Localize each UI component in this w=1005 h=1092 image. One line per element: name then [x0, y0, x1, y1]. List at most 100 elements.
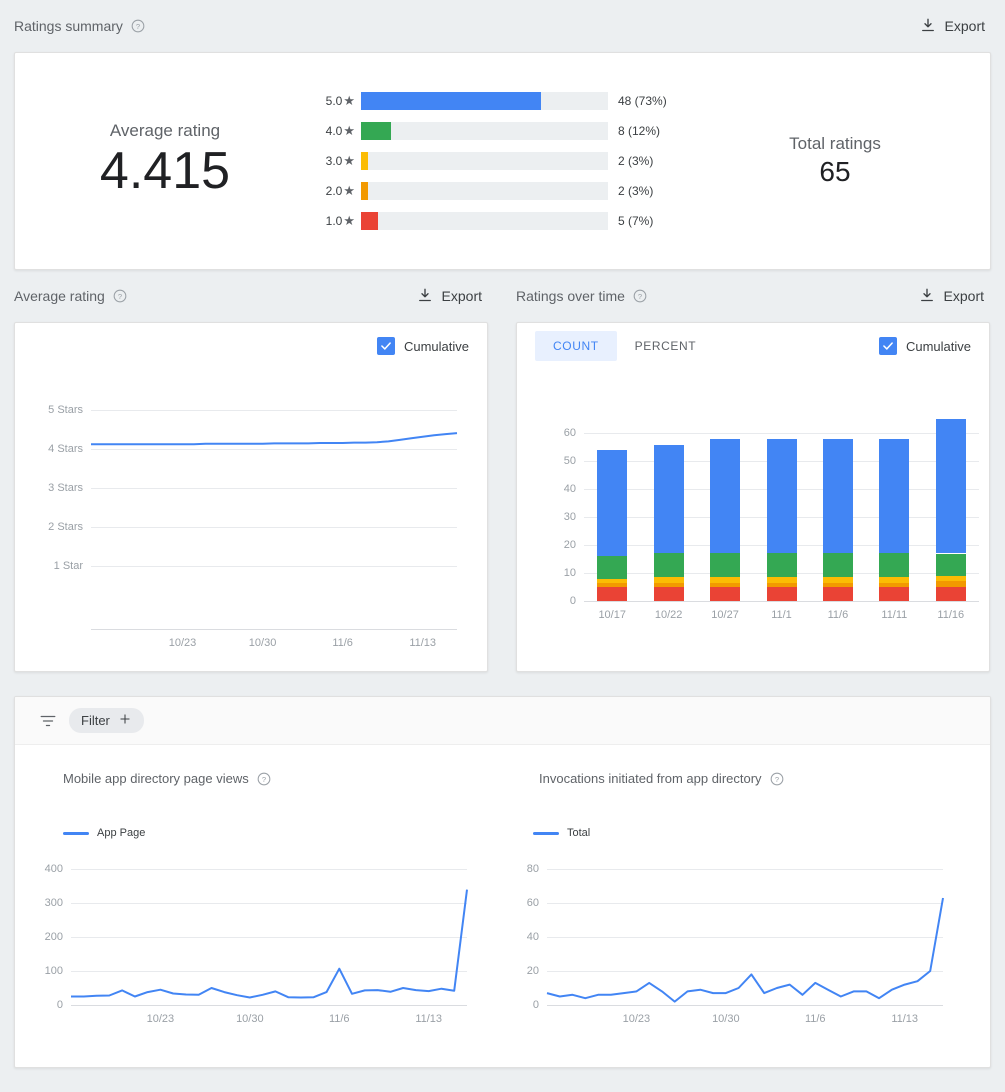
- stacked-bar[interactable]: [766, 438, 797, 601]
- filter-lines-icon[interactable]: [39, 712, 57, 730]
- x-axis-line: [71, 1005, 467, 1006]
- bar-segment: [710, 582, 741, 588]
- rating-bar-fill: [361, 152, 369, 170]
- rating-star-label: 2.0 ★: [315, 183, 355, 199]
- help-circle-icon[interactable]: ?: [770, 772, 784, 786]
- bar-segment: [710, 587, 741, 601]
- bar-segment: [822, 438, 853, 554]
- star-icon: ★: [343, 93, 355, 108]
- rating-star-label: 4.0 ★: [315, 123, 355, 139]
- bar-segment: [935, 553, 966, 576]
- invocations-plot: 0 20 40 60 80 10/23 10/30 11/6 11/13: [491, 845, 967, 1055]
- y-axis-tick-label: 1 Star: [53, 559, 83, 572]
- stacked-bar[interactable]: [935, 419, 966, 601]
- rating-star-value: 3.0: [325, 154, 343, 168]
- page-views-legend: App Page: [63, 827, 145, 839]
- x-axis-tick-label: 11/13: [409, 637, 437, 649]
- help-circle-icon[interactable]: ?: [633, 289, 647, 303]
- rating-bar-fill: [361, 182, 369, 200]
- stacked-bar[interactable]: [653, 444, 684, 601]
- rating-count-label: 2 (3%): [618, 154, 654, 168]
- gridline: [547, 937, 943, 939]
- page-views-chart: Mobile app directory page views ? App Pa…: [15, 745, 491, 1067]
- average-rating-chart-card: Cumulative 5 Stars 4 Stars 3 Stars 2 Stars 1…: [14, 322, 488, 672]
- add-filter-chip[interactable]: Filter: [69, 708, 144, 733]
- x-axis-tick-label: 11/6: [328, 1013, 350, 1025]
- x-axis-tick-label: 10/30: [236, 1013, 264, 1025]
- stacked-bar[interactable]: [822, 438, 853, 601]
- total-ratings-block: Total ratings 65: [680, 134, 990, 188]
- help-circle-icon[interactable]: ?: [113, 289, 127, 303]
- invocations-legend: Total: [533, 827, 590, 839]
- gridline: [91, 449, 457, 451]
- y-axis-tick-label: 400: [44, 863, 63, 876]
- bar-segment: [597, 450, 628, 557]
- x-axis-tick-label: 11/1: [771, 609, 792, 621]
- rating-star-label: 3.0 ★: [315, 153, 355, 169]
- tab-percent[interactable]: PERCENT: [634, 339, 697, 353]
- bar-segment: [597, 587, 628, 601]
- stacked-bar[interactable]: [597, 450, 628, 601]
- y-axis-tick-label: 0: [569, 595, 576, 607]
- bar-segment: [879, 438, 910, 554]
- bar-segment: [822, 553, 853, 578]
- help-circle-icon[interactable]: ?: [131, 19, 145, 33]
- invocations-title-group: Invocations initiated from app directory…: [491, 745, 967, 786]
- invocations-legend-label: Total: [567, 827, 591, 839]
- stacked-bar[interactable]: [879, 438, 910, 601]
- help-circle-icon[interactable]: ?: [257, 772, 271, 786]
- export-button-ratings-summary[interactable]: Export: [913, 13, 991, 39]
- bar-segment: [597, 582, 628, 588]
- bar-segment: [710, 438, 741, 554]
- stacked-bar[interactable]: [710, 438, 741, 601]
- average-rating-chart-topbar: Cumulative: [15, 323, 487, 357]
- legend-line-swatch: [533, 831, 559, 835]
- ratings-summary-card: Average rating 4.415 5.0 ★ 48 (73%) 4.0 ★ 8 (…: [14, 52, 991, 270]
- rating-count-label: 8 (12%): [618, 124, 661, 138]
- filter-bar: Filter: [15, 697, 990, 745]
- bar-segment: [766, 553, 797, 578]
- bar-segment: [879, 553, 910, 578]
- y-axis-tick-label: 20: [526, 965, 539, 978]
- cumulative-checkbox-average-rating[interactable]: Cumulative: [376, 337, 469, 355]
- rating-bar-fill: [361, 212, 379, 230]
- gridline: [91, 526, 457, 528]
- x-axis-line: [547, 1005, 943, 1006]
- bar-segment: [822, 577, 853, 583]
- y-axis-tick-label: 60: [563, 427, 576, 440]
- page-title: Ratings summary: [14, 18, 123, 34]
- average-rating-value: 4.415: [99, 142, 231, 201]
- y-axis-tick-label: 30: [563, 511, 576, 524]
- svg-text:?: ?: [118, 292, 122, 301]
- y-axis-tick-label: 100: [44, 965, 63, 978]
- bar-segment: [766, 582, 797, 588]
- bar-segment: [935, 587, 966, 601]
- y-axis-tick-label: 60: [526, 897, 539, 910]
- x-axis-tick-label: 11/13: [415, 1013, 443, 1025]
- invocations-chart: Invocations initiated from app directory…: [491, 745, 967, 1067]
- checkbox-checked-icon: [878, 337, 897, 355]
- cumulative-label: Cumulative: [403, 338, 469, 354]
- export-button-ratings-over-time[interactable]: Export: [912, 283, 990, 309]
- star-icon: ★: [343, 213, 355, 228]
- bar-segment: [879, 577, 910, 583]
- bar-segment: [710, 577, 741, 583]
- ratings-over-time-chart-topbar: COUNT PERCENT Cumulative: [517, 323, 989, 361]
- ratings-over-time-plot: 0 10 20 30 40 50 60 10/17 10/22 10/27 11/1 11/6 11/1…: [517, 363, 989, 673]
- filter-chip-label: Filter: [81, 713, 110, 728]
- rating-star-value: 5.0: [325, 94, 343, 108]
- cumulative-checkbox-ratings-over-time[interactable]: Cumulative: [878, 337, 971, 355]
- x-axis-line: [91, 629, 457, 630]
- tab-count[interactable]: COUNT: [535, 331, 617, 361]
- rating-bar-track: [361, 152, 608, 170]
- x-axis-tick-label: 10/27: [711, 609, 739, 621]
- export-button-average-rating[interactable]: Export: [410, 283, 488, 309]
- bar-segment: [935, 581, 966, 588]
- line-series: [546, 897, 944, 1003]
- rating-distribution-row: 5.0 ★ 48 (73%): [315, 86, 680, 116]
- ratings-summary-title-group: Ratings summary ?: [14, 18, 145, 34]
- ratings-over-time-title-group: Ratings over time ?: [516, 288, 647, 304]
- x-axis-tick-label: 11/16: [937, 609, 965, 621]
- bar-segment: [653, 582, 684, 588]
- y-axis-tick-label: 2 Stars: [48, 520, 83, 533]
